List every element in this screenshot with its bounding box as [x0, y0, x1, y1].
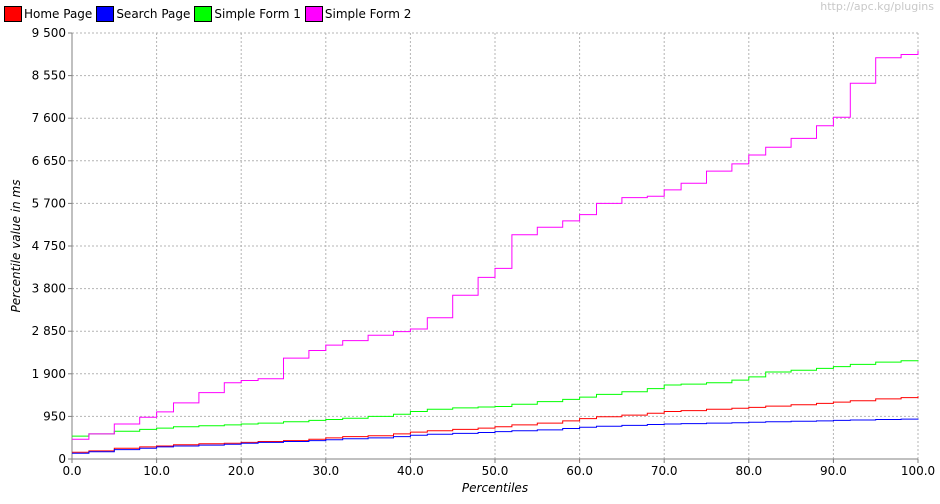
- x-axis-label: Percentiles: [462, 481, 528, 495]
- legend-item: Simple Form 1: [194, 6, 301, 22]
- y-tick-label: 7 600: [32, 111, 66, 125]
- legend-swatch: [4, 6, 22, 22]
- legend-label: Search Page: [116, 7, 191, 21]
- series-line-home-page: [72, 396, 919, 453]
- y-tick-label: 4 750: [32, 239, 66, 253]
- x-tick-label: 70.0: [651, 464, 678, 478]
- y-tick-label: 6 650: [32, 154, 66, 168]
- legend-swatch: [304, 6, 323, 22]
- x-tick-label: 0.0: [62, 464, 81, 478]
- legend-swatch: [96, 6, 115, 22]
- watermark: http://apc.kg/plugins: [820, 0, 934, 13]
- x-tick-label: 50.0: [482, 464, 509, 478]
- legend-item: Search Page: [96, 6, 190, 22]
- y-tick-label: 950: [43, 409, 66, 423]
- x-tick-label: 100.0: [901, 464, 935, 478]
- x-tick-label: 90.0: [820, 464, 847, 478]
- y-tick-label: 3 800: [32, 282, 66, 296]
- y-axis-label: Percentile value in ms: [9, 180, 23, 313]
- series-line-simple-form-1: [72, 360, 919, 437]
- legend-swatch: [194, 6, 213, 22]
- legend-label: Simple Form 2: [324, 7, 412, 21]
- y-tick-label: 9 500: [32, 26, 66, 40]
- legend-label: Home Page: [24, 7, 93, 21]
- x-tick-label: 20.0: [228, 464, 255, 478]
- x-tick-label: 10.0: [143, 464, 170, 478]
- legend-item: Simple Form 2: [304, 6, 412, 22]
- x-tick-label: 60.0: [566, 464, 593, 478]
- y-tick-label: 5 700: [32, 196, 66, 210]
- y-tick-label: 8 550: [32, 69, 66, 83]
- x-tick-label: 80.0: [735, 464, 762, 478]
- legend: Home Page Search Page Simple Form 1 Simple …: [4, 5, 415, 23]
- series-line-search-page: [72, 418, 919, 454]
- x-tick-label: 30.0: [312, 464, 339, 478]
- legend-label: Simple Form 1: [214, 7, 301, 21]
- legend-item: Home Page: [4, 6, 92, 22]
- series-line-simple-form-2: [72, 50, 919, 440]
- x-tick-label: 40.0: [397, 464, 424, 478]
- y-tick-label: 1 900: [32, 367, 66, 381]
- y-tick-label: 0: [58, 452, 66, 466]
- y-tick-label: 2 850: [32, 324, 66, 338]
